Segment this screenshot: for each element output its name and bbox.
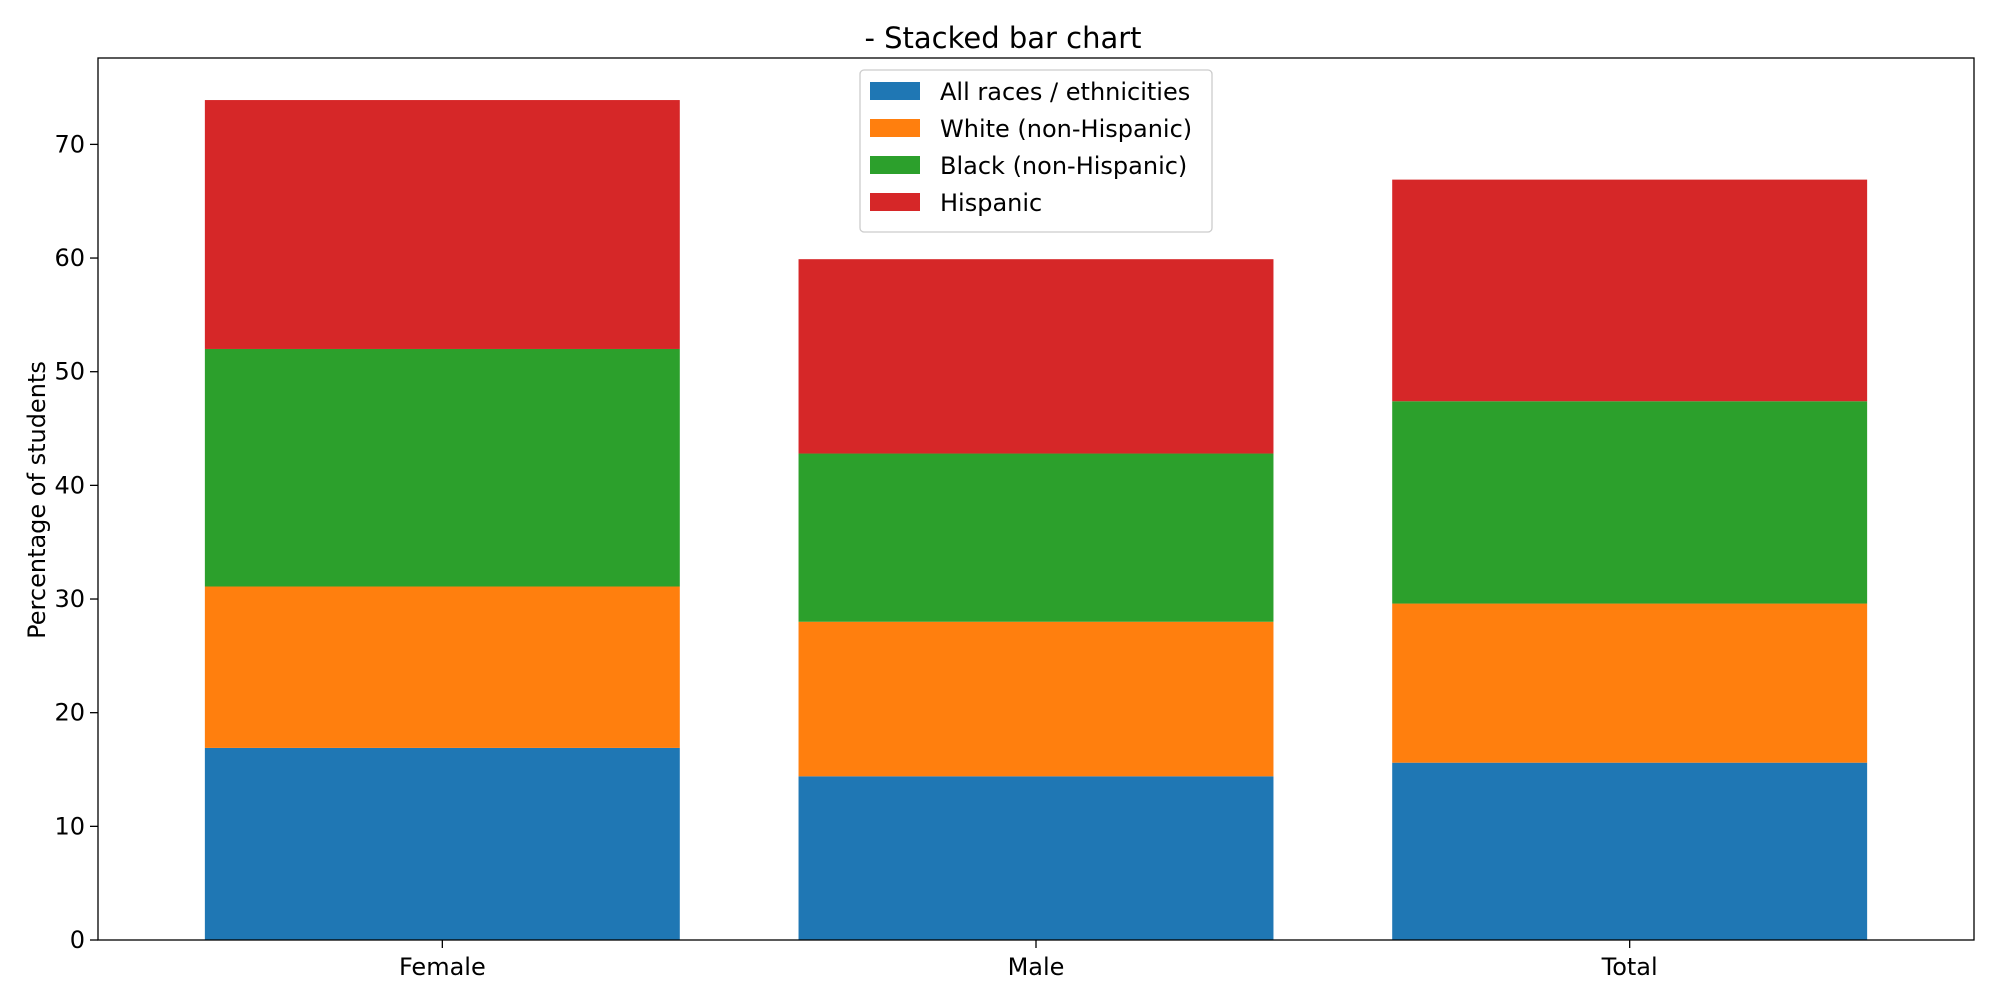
x-tick-label: Female	[399, 953, 486, 981]
y-axis-ticks: 0 10 20 30 40 50 60 70	[54, 130, 98, 954]
bar-segment-female-series-3	[204, 348, 680, 587]
bar-segment-male-series-1	[798, 776, 1274, 940]
legend-label: Hispanic	[940, 189, 1042, 217]
y-tick-label: 30	[54, 585, 85, 613]
legend-swatch	[870, 82, 920, 100]
x-tick-label: Male	[1008, 953, 1065, 981]
bar-segment-male-series-3	[798, 453, 1274, 622]
y-tick-label: 50	[54, 358, 85, 386]
plot-frame	[97, 57, 1975, 941]
bar-segment-total-series-4	[1392, 179, 1868, 402]
y-tick-label: 10	[54, 812, 85, 840]
bar-segment-total-series-1	[1392, 762, 1868, 940]
y-tick-label: 20	[54, 699, 85, 727]
y-tick-label: 60	[54, 244, 85, 272]
legend-swatch	[870, 193, 920, 211]
bar-segment-male-series-4	[798, 259, 1274, 454]
y-tick-label: 0	[70, 926, 85, 954]
legend-box	[859, 69, 1213, 233]
legend-label: All races / ethnicities	[940, 78, 1190, 106]
legend-label: Black (non-Hispanic)	[940, 152, 1187, 180]
bar-segment-total-series-3	[1392, 401, 1868, 604]
legend-swatch	[870, 119, 920, 137]
chart-title: - Stacked bar chart	[864, 21, 1141, 55]
bar-segment-female-series-1	[204, 747, 680, 940]
legend-label: White (non-Hispanic)	[940, 115, 1192, 143]
x-axis-ticks: Female Male Total	[399, 940, 1658, 981]
y-tick-label: 70	[54, 130, 85, 158]
legend-swatch	[870, 156, 920, 174]
bar-segment-female-series-4	[204, 100, 680, 349]
bars-layer	[204, 100, 1868, 940]
x-tick-label: Total	[1601, 953, 1658, 981]
y-axis-label: Percentage of students	[23, 361, 51, 639]
bar-segment-female-series-2	[204, 586, 680, 748]
bar-segment-male-series-2	[798, 621, 1274, 777]
y-tick-label: 40	[54, 471, 85, 499]
bar-segment-total-series-2	[1392, 603, 1868, 763]
legend: All races / ethnicities White (non-Hispan…	[859, 69, 1213, 233]
